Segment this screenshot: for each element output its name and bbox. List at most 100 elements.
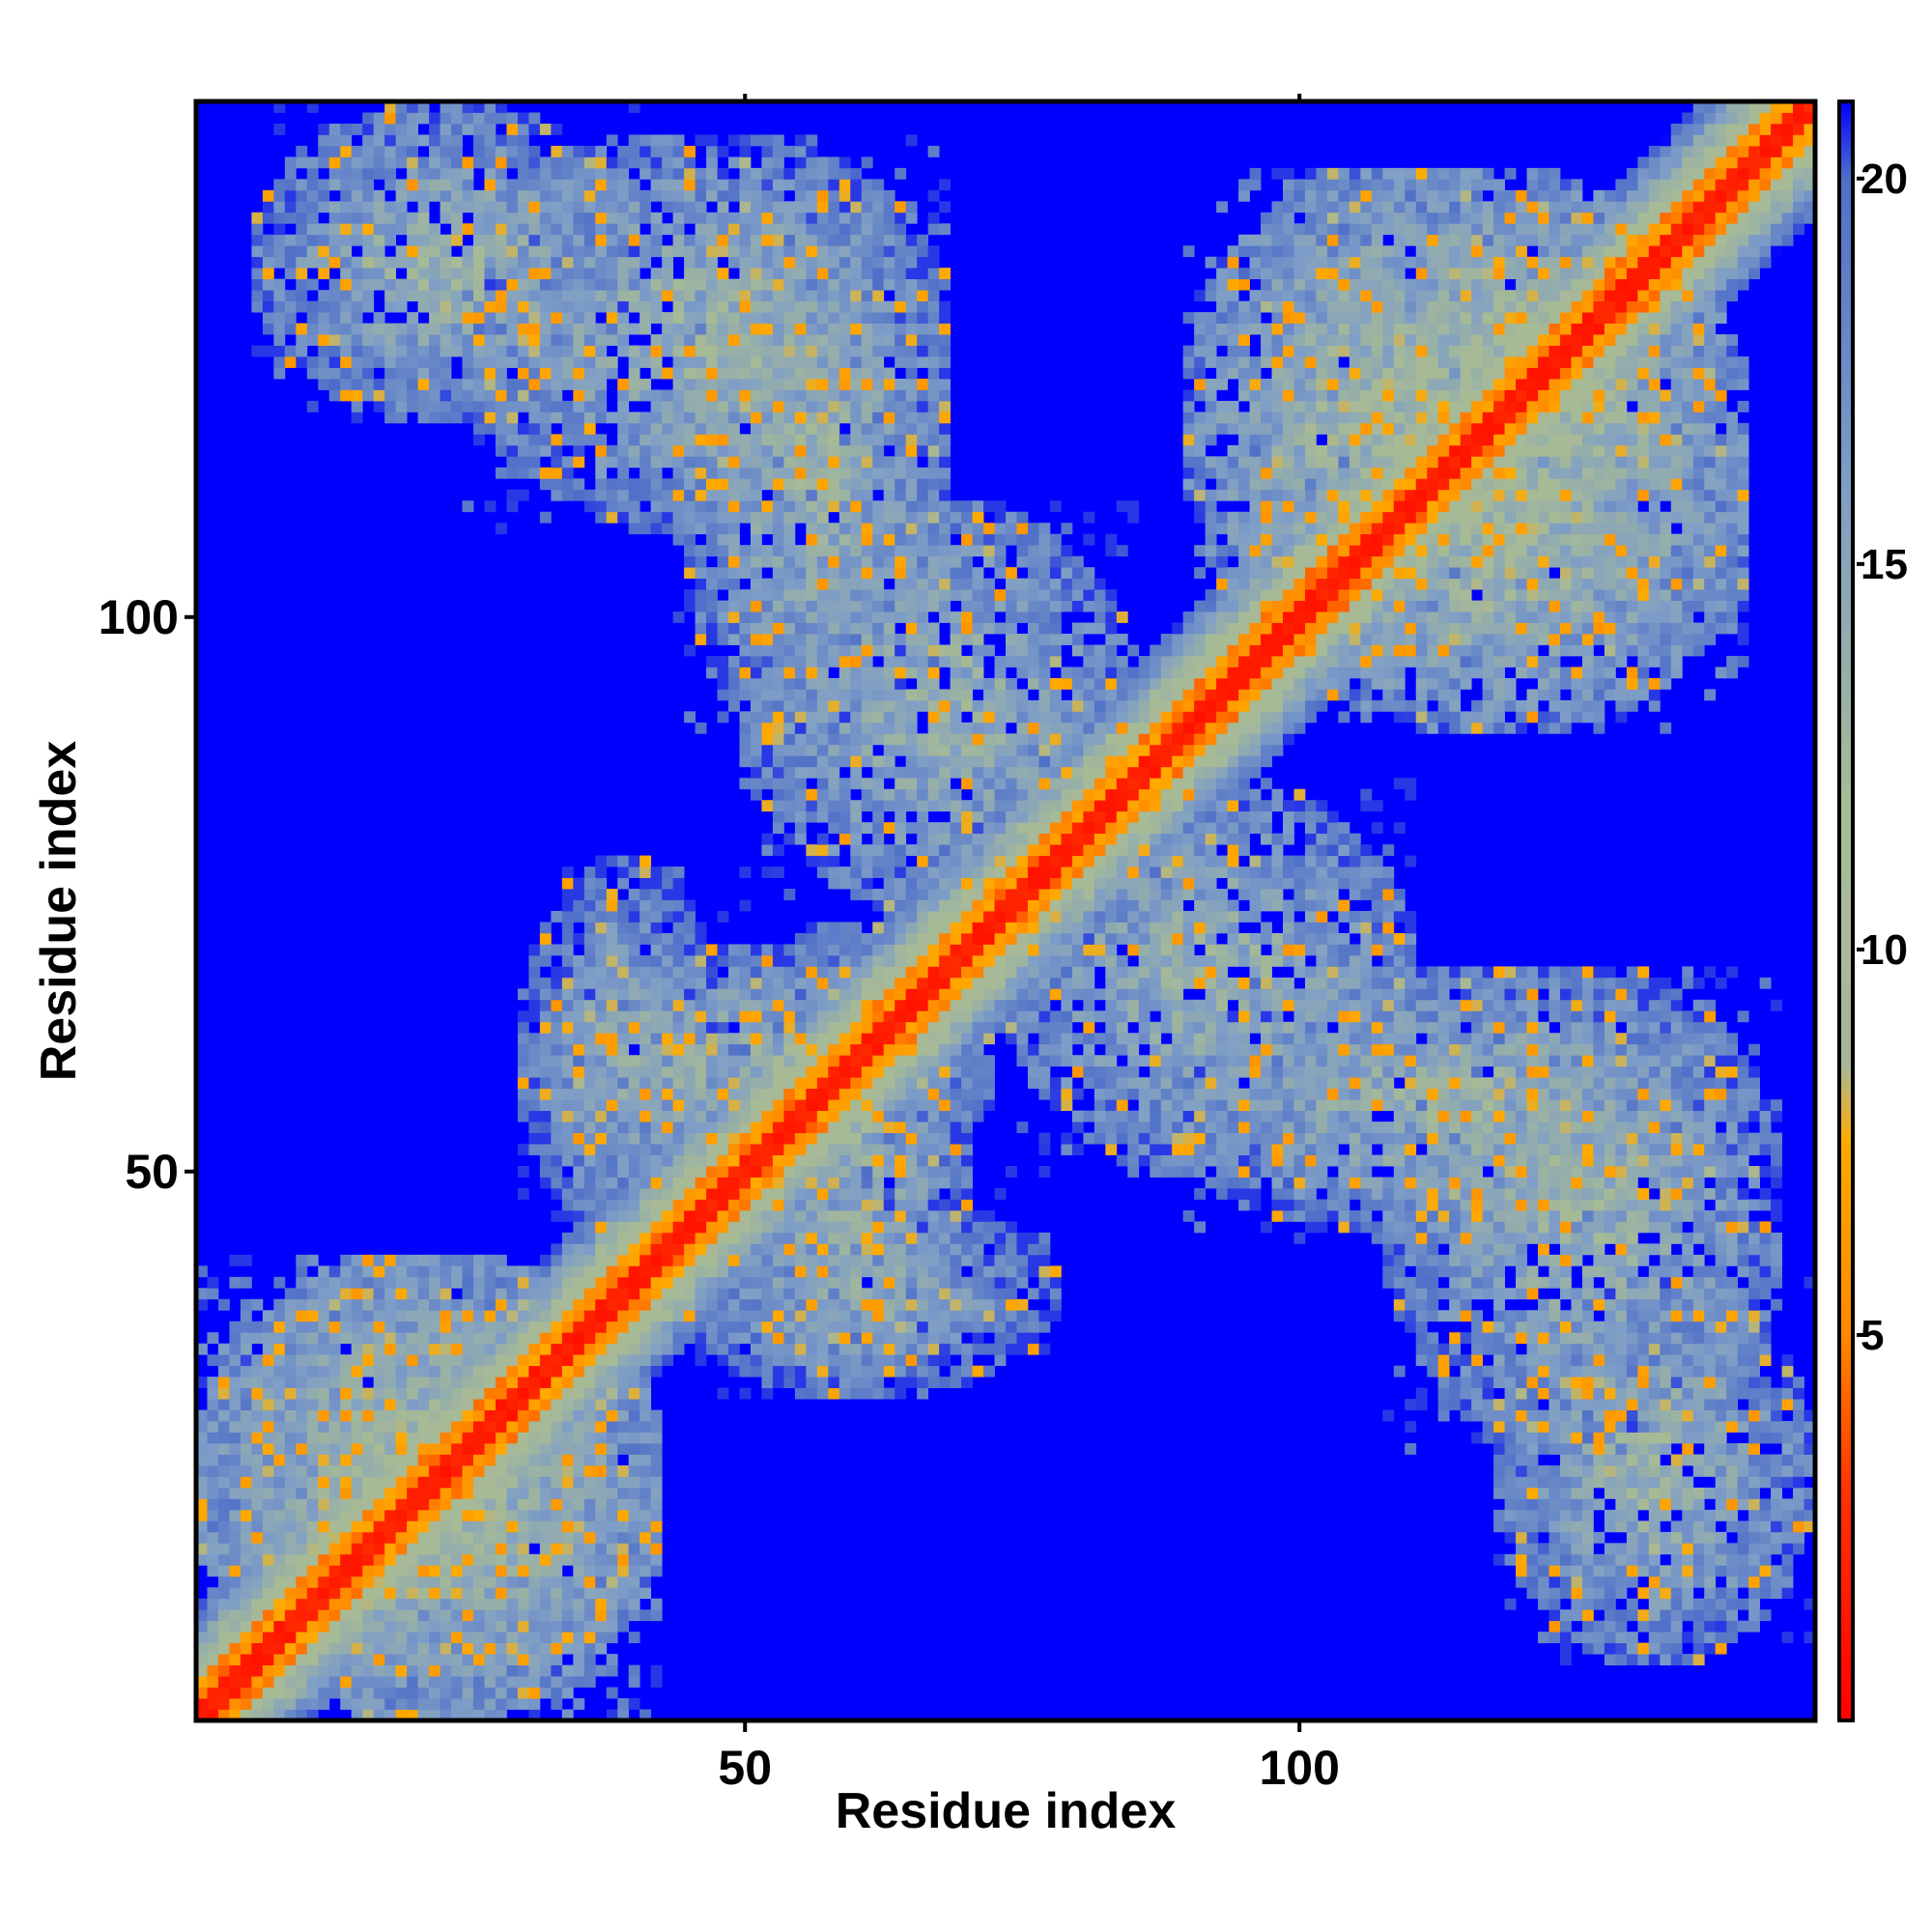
heatmap-cell xyxy=(595,1122,608,1133)
heatmap-cell xyxy=(583,1399,596,1410)
heatmap-cell xyxy=(750,345,762,357)
heatmap-cell xyxy=(240,1354,252,1367)
heatmap-cell xyxy=(806,389,818,402)
heatmap-cell xyxy=(650,1509,663,1521)
heatmap-cell xyxy=(417,1332,430,1345)
heatmap-cell xyxy=(462,1464,474,1477)
heatmap-cell xyxy=(838,722,851,734)
heatmap-cell xyxy=(429,1354,440,1367)
heatmap-cell xyxy=(373,1354,385,1367)
heatmap-cell xyxy=(850,867,863,878)
heatmap-cell xyxy=(872,778,885,790)
heatmap-cell xyxy=(340,268,353,280)
heatmap-cell xyxy=(662,389,674,402)
heatmap-cell xyxy=(806,167,818,180)
heatmap-cell xyxy=(750,1365,762,1378)
heatmap-cell xyxy=(595,966,608,979)
heatmap-cell xyxy=(639,1055,652,1067)
heatmap-cell xyxy=(883,1199,895,1211)
heatmap-cell xyxy=(440,1298,452,1311)
heatmap-cell xyxy=(395,1276,408,1289)
heatmap-cell xyxy=(595,201,608,213)
heatmap-cell xyxy=(739,589,752,601)
heatmap-cell xyxy=(783,1177,796,1189)
heatmap-cell xyxy=(695,300,707,313)
heatmap-cell xyxy=(684,523,696,535)
heatmap-cell xyxy=(318,1409,330,1422)
heatmap-cell xyxy=(517,1409,529,1422)
heatmap-cell xyxy=(506,1531,519,1544)
heatmap-cell xyxy=(750,256,762,269)
heatmap-cell xyxy=(706,611,718,623)
heatmap-cell xyxy=(440,167,452,180)
heatmap-cell xyxy=(462,1443,474,1455)
heatmap-cell xyxy=(262,312,274,324)
heatmap-cell xyxy=(828,1265,840,1278)
heatmap-cell xyxy=(650,389,663,402)
heatmap-cell xyxy=(828,378,840,390)
heatmap-cell xyxy=(761,600,774,612)
heatmap-cell xyxy=(539,1587,552,1600)
heatmap-cell xyxy=(561,966,574,979)
heatmap-cell xyxy=(617,1055,630,1067)
heatmap-cell xyxy=(440,156,452,169)
heatmap-cell xyxy=(539,1021,552,1034)
heatmap-cell xyxy=(517,1698,529,1710)
heatmap-cell xyxy=(883,999,895,1011)
heatmap-cell xyxy=(296,1709,308,1721)
heatmap-cell xyxy=(296,234,308,246)
heatmap-cell xyxy=(573,456,585,469)
heatmap-cell xyxy=(717,1321,729,1333)
heatmap-cell xyxy=(284,356,297,368)
heatmap-cell xyxy=(650,1432,663,1444)
heatmap-cell xyxy=(528,1065,541,1078)
heatmap-cell xyxy=(561,1709,574,1721)
heatmap-cell xyxy=(772,511,784,524)
heatmap-cell xyxy=(384,345,397,357)
heatmap-cell xyxy=(717,1154,729,1167)
heatmap-cell xyxy=(650,1409,663,1422)
heatmap-cell xyxy=(684,1177,696,1189)
heatmap-cell xyxy=(328,145,341,157)
heatmap-cell xyxy=(650,1276,663,1289)
heatmap-cell xyxy=(417,334,430,346)
heatmap-cell xyxy=(772,1354,784,1367)
heatmap-cell xyxy=(484,1443,497,1455)
heatmap-cell xyxy=(583,1676,596,1688)
heatmap-cell xyxy=(628,489,640,501)
heatmap-cell xyxy=(706,977,718,989)
heatmap-cell xyxy=(662,422,674,435)
heatmap-cell xyxy=(551,145,563,157)
heatmap-cell xyxy=(296,1676,308,1688)
heatmap-cell xyxy=(617,1254,630,1266)
heatmap-cell xyxy=(551,1432,563,1444)
heatmap-cell xyxy=(407,1298,418,1311)
heatmap-cell xyxy=(617,911,630,923)
heatmap-cell xyxy=(273,1698,286,1710)
heatmap-cell xyxy=(606,988,618,1001)
heatmap-cell xyxy=(838,533,851,546)
heatmap-cell xyxy=(861,1232,873,1244)
heatmap-cell xyxy=(561,1587,574,1600)
heatmap-cell xyxy=(850,810,863,823)
heatmap-cell xyxy=(284,179,297,191)
heatmap-cell xyxy=(407,1254,418,1266)
heatmap-cell xyxy=(706,1298,718,1311)
heatmap-cell xyxy=(472,389,485,402)
heatmap-cell xyxy=(539,1321,552,1333)
heatmap-cell xyxy=(850,1099,863,1112)
heatmap-cell xyxy=(539,1620,552,1633)
heatmap-cell xyxy=(628,911,640,923)
heatmap-cell xyxy=(806,711,818,724)
heatmap-cell xyxy=(761,245,774,258)
heatmap-cell xyxy=(284,1509,297,1521)
heatmap-cell xyxy=(794,699,807,712)
heatmap-cell xyxy=(883,722,895,734)
heatmap-cell xyxy=(639,1110,652,1122)
heatmap-cell xyxy=(639,1354,652,1367)
heatmap-cell xyxy=(783,689,796,701)
heatmap-cell xyxy=(728,1298,740,1311)
heatmap-cell xyxy=(273,300,286,313)
heatmap-cell xyxy=(783,1232,796,1244)
heatmap-cell xyxy=(639,1332,652,1345)
